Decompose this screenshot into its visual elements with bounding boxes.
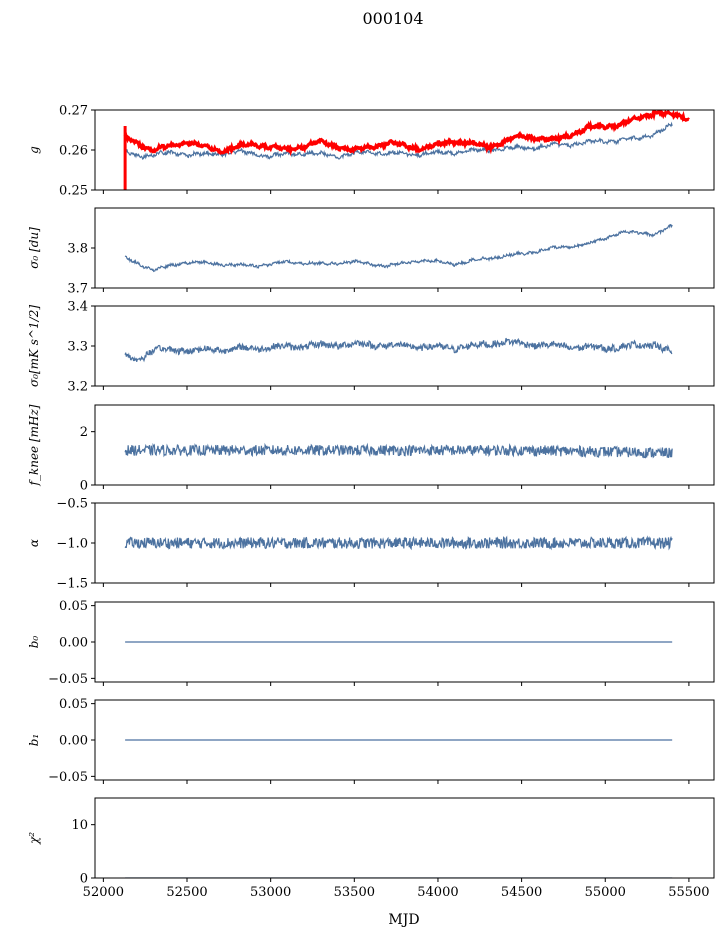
subplot-alpha: −1.5 −1.0 −0.5 α <box>27 497 715 592</box>
series-line-fknee-0 <box>124 442 673 459</box>
y-axis-label-sigma0_du: σ₀ [du] <box>27 227 41 269</box>
y-tick-label-sigma0_mk-0: 3.2 <box>67 380 88 395</box>
series-line-g-1 <box>123 110 690 157</box>
y-tick-label-b1-2: 0.05 <box>59 697 88 712</box>
x-axis-label: MJD <box>388 912 419 928</box>
y-tick-label-b0-0: −0.05 <box>48 672 88 687</box>
y-tick-label-chi2-1: 10 <box>71 818 88 833</box>
axes-frame-fknee <box>94 404 715 486</box>
y-tick-label-fknee-0: 0 <box>80 479 88 494</box>
y-tick-label-sigma0_du-1: 3.8 <box>67 242 88 257</box>
y-axis-label-alpha: α <box>27 539 41 547</box>
y-tick-label-sigma0_du-0: 3.7 <box>67 282 88 297</box>
series-line-g-0 <box>124 121 673 160</box>
y-axis-label-chi2: χ² <box>27 832 41 845</box>
x-tick-label-7: 55500 <box>668 885 709 900</box>
y-tick-label-b1-0: −0.05 <box>48 770 88 785</box>
subplot-fknee: 0 2 f_knee [mHz] <box>27 404 715 494</box>
y-tick-label-alpha-0: −1.5 <box>56 577 88 592</box>
subplot-b0: −0.05 0.00 0.05 b₀ <box>27 599 715 687</box>
y-tick-label-g-0: 0.25 <box>59 184 88 199</box>
series-line-sigma0_du-0 <box>124 223 673 273</box>
y-axis-label-b1: b₁ <box>27 734 41 747</box>
x-tick-label-2: 53000 <box>250 885 291 900</box>
x-tick-label-4: 54000 <box>417 885 458 900</box>
y-axis-label-sigma0_mk: σ₀[mK s^1/2] <box>27 305 41 387</box>
y-tick-label-alpha-2: −0.5 <box>56 497 88 512</box>
y-tick-label-b0-2: 0.05 <box>59 599 88 614</box>
x-tick-label-3: 53500 <box>334 885 375 900</box>
y-tick-label-g-1: 0.26 <box>59 144 88 159</box>
y-axis-label-fknee: f_knee [mHz] <box>27 404 41 486</box>
subplots: 0.25 0.26 0.27 g 3.7 3.8 σ₀ [du] 3.2 3.3 3.4 σ₀[mK… <box>27 104 715 900</box>
x-tick-label-1: 52500 <box>166 885 207 900</box>
subplot-sigma0_du: 3.7 3.8 σ₀ [du] <box>27 207 715 297</box>
y-tick-label-g-2: 0.27 <box>59 104 88 119</box>
subplot-b1: −0.05 0.00 0.05 b₁ <box>27 697 715 785</box>
y-axis-label-b0: b₀ <box>27 636 41 649</box>
y-tick-label-b1-1: 0.00 <box>59 734 88 749</box>
y-tick-label-sigma0_mk-2: 3.4 <box>67 300 88 315</box>
y-tick-label-chi2-0: 0 <box>80 872 88 887</box>
subplot-sigma0_mk: 3.2 3.3 3.4 σ₀[mK s^1/2] <box>27 300 715 395</box>
subplot-chi2: 0 10 52000 52500 53000 53500 54000 54500 55000 55… <box>27 797 715 900</box>
series-line-alpha-0 <box>124 535 673 551</box>
y-axis-label-g: g <box>27 146 41 154</box>
figure-title: 000104 <box>362 9 423 28</box>
axes-frame-chi2 <box>94 797 715 879</box>
y-tick-label-fknee-1: 2 <box>80 425 88 440</box>
x-tick-label-5: 54500 <box>501 885 542 900</box>
y-tick-label-sigma0_mk-1: 3.3 <box>67 340 88 355</box>
y-tick-label-b0-1: 0.00 <box>59 636 88 651</box>
x-tick-label-6: 55000 <box>585 885 626 900</box>
x-tick-label-0: 52000 <box>83 885 124 900</box>
series-line-sigma0_mk-0 <box>124 337 673 363</box>
y-tick-label-alpha-1: −1.0 <box>56 537 88 552</box>
subplot-g: 0.25 0.26 0.27 g <box>27 104 715 199</box>
axes-frame-sigma0_du <box>94 207 715 289</box>
